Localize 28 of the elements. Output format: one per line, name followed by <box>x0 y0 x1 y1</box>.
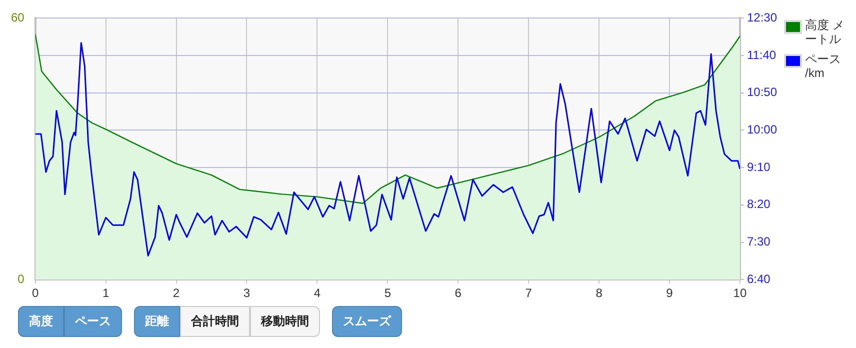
y2-tick-label: 11:40 <box>746 48 776 62</box>
legend-label: 高度 メートル <box>805 18 846 46</box>
x-tick-label: 8 <box>596 286 603 300</box>
x-tick-label: 7 <box>525 286 532 300</box>
x-tick-label: 10 <box>733 286 747 300</box>
y2-tick-label: 10:50 <box>746 85 778 100</box>
toggle-button: ペース <box>64 306 122 337</box>
y2-tick-label: 12:30 <box>746 10 778 25</box>
toggle-button: 移動時間 <box>250 306 320 337</box>
x-tick-label: 1 <box>102 286 110 300</box>
x-tick-label: 5 <box>384 286 392 300</box>
y2-tick-label: 8:20 <box>746 197 771 212</box>
y2-tick-label: 6:40 <box>746 272 771 286</box>
y2-tick-label: 7:30 <box>746 234 771 249</box>
toggle-button: 距離 <box>134 306 180 337</box>
x-tick-label: 9 <box>666 286 674 300</box>
y2-tick-label: 10:00 <box>746 122 778 137</box>
x-tick-label: 3 <box>243 286 250 300</box>
x-tick-label: 2 <box>172 286 180 300</box>
y2-tick-label: 9:10 <box>746 160 771 174</box>
toggle-button: 合計時間 <box>180 306 250 337</box>
toggle-button: スムーズ <box>332 306 402 337</box>
toggle-button: 高度 <box>18 306 64 337</box>
x-tick-label: 6 <box>454 286 462 300</box>
x-tick-label: 4 <box>314 286 321 300</box>
legend-label: ペース /km <box>805 52 842 80</box>
x-tick-label: 0 <box>32 286 40 300</box>
y-tick-label: 60 <box>10 10 25 25</box>
